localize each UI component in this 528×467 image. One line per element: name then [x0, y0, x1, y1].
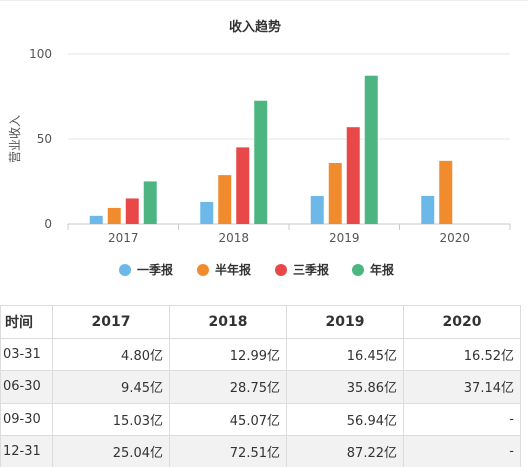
header-cell: 2017 — [52, 305, 170, 339]
value-cell: 15.03亿 — [52, 402, 170, 436]
x-tick-label: 2020 — [439, 231, 470, 245]
x-tick-label: 2017 — [108, 231, 139, 245]
legend-label: 半年报 — [215, 262, 251, 277]
value-cell: - — [403, 435, 521, 467]
y-tick-label: 100 — [29, 47, 52, 61]
legend-label: 三季报 — [293, 262, 329, 277]
value-cell: 28.75亿 — [169, 370, 287, 404]
bar — [236, 147, 250, 224]
period-cell: 03-31 — [0, 337, 53, 371]
table-row: 06-30 9.45亿 28.75亿 35.86亿 37.14亿 — [0, 370, 521, 404]
revenue-trend-chart: 收入趋势营业收入 0 50 100 2017 2018 2019 2020 一季报 半年报 三季报 年… — [8, 19, 511, 277]
top-divider — [0, 0, 528, 1]
value-cell: 9.45亿 — [52, 370, 170, 404]
value-cell: 37.14亿 — [403, 370, 521, 404]
period-cell: 09-30 — [0, 402, 53, 436]
period-cell: 06-30 — [0, 370, 53, 404]
x-tick-label: 2019 — [329, 231, 360, 245]
bar — [328, 163, 342, 224]
header-cell: 2020 — [403, 305, 521, 339]
bar — [107, 207, 121, 224]
revenue-table: 时间 2017 2018 2019 2020 03-31 4.80亿 12.99… — [0, 305, 521, 467]
value-cell: 45.07亿 — [169, 402, 287, 436]
table-row: 12-31 25.04亿 72.51亿 87.22亿 - — [0, 435, 521, 467]
bar — [125, 198, 139, 224]
bar — [254, 100, 268, 224]
bar — [364, 75, 378, 224]
table-row: 03-31 4.80亿 12.99亿 16.45亿 16.52亿 — [0, 337, 521, 371]
value-cell: - — [403, 402, 521, 436]
legend-marker — [119, 264, 131, 276]
x-tick-label: 2018 — [218, 231, 249, 245]
value-cell: 72.51亿 — [169, 435, 287, 467]
table-row: 09-30 15.03亿 45.07亿 56.94亿 - — [0, 402, 521, 436]
value-cell: 35.86亿 — [286, 370, 404, 404]
value-cell: 16.45亿 — [286, 337, 404, 371]
header-cell: 时间 — [0, 305, 53, 339]
bar — [200, 201, 214, 224]
bar — [439, 160, 453, 224]
bar — [89, 215, 103, 224]
y-tick-label: 50 — [37, 132, 52, 146]
bar — [421, 195, 435, 224]
y-axis-label: 营业收入 — [8, 115, 22, 163]
period-cell: 12-31 — [0, 435, 53, 467]
header-cell: 2019 — [286, 305, 404, 339]
legend-label: 年报 — [370, 262, 394, 277]
value-cell: 25.04亿 — [52, 435, 170, 467]
bar — [143, 181, 157, 224]
chart-title: 收入趋势 — [229, 19, 281, 35]
bar — [218, 175, 232, 224]
value-cell: 16.52亿 — [403, 337, 521, 371]
value-cell: 87.22亿 — [286, 435, 404, 467]
legend-marker — [352, 264, 364, 276]
legend-marker — [197, 264, 209, 276]
value-cell: 4.80亿 — [52, 337, 170, 371]
legend-marker — [275, 264, 287, 276]
header-cell: 2018 — [169, 305, 287, 339]
y-tick-label: 0 — [44, 217, 52, 231]
value-cell: 12.99亿 — [169, 337, 287, 371]
table-header-row: 时间 2017 2018 2019 2020 — [0, 305, 521, 339]
bar — [310, 196, 324, 224]
value-cell: 56.94亿 — [286, 402, 404, 436]
legend-label: 一季报 — [137, 262, 173, 277]
bar — [346, 127, 360, 224]
